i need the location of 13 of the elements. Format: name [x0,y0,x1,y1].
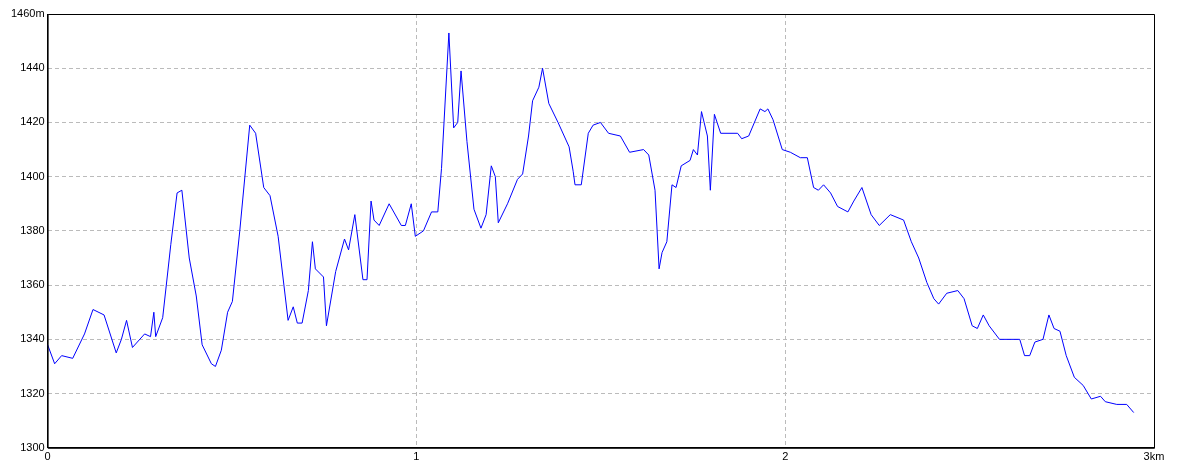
y-tick-label: 1360 [20,278,45,291]
y-tick-label: 1340 [20,332,45,345]
y-tick-label: 1300 [20,440,45,453]
y-tick-label: 1420 [20,115,45,128]
y-tick-label: 1440 [20,61,45,74]
y-tick-label: 1400 [20,169,45,182]
x-tick-label: 3km [1143,450,1165,463]
x-tick-label: 2 [782,450,789,463]
x-tick-label: 0 [44,450,51,463]
y-tick-label: 1320 [20,386,45,399]
y-tick-label: 1460m [10,7,45,20]
y-tick-label: 1380 [20,223,45,236]
x-tick-label: 1 [413,450,420,463]
